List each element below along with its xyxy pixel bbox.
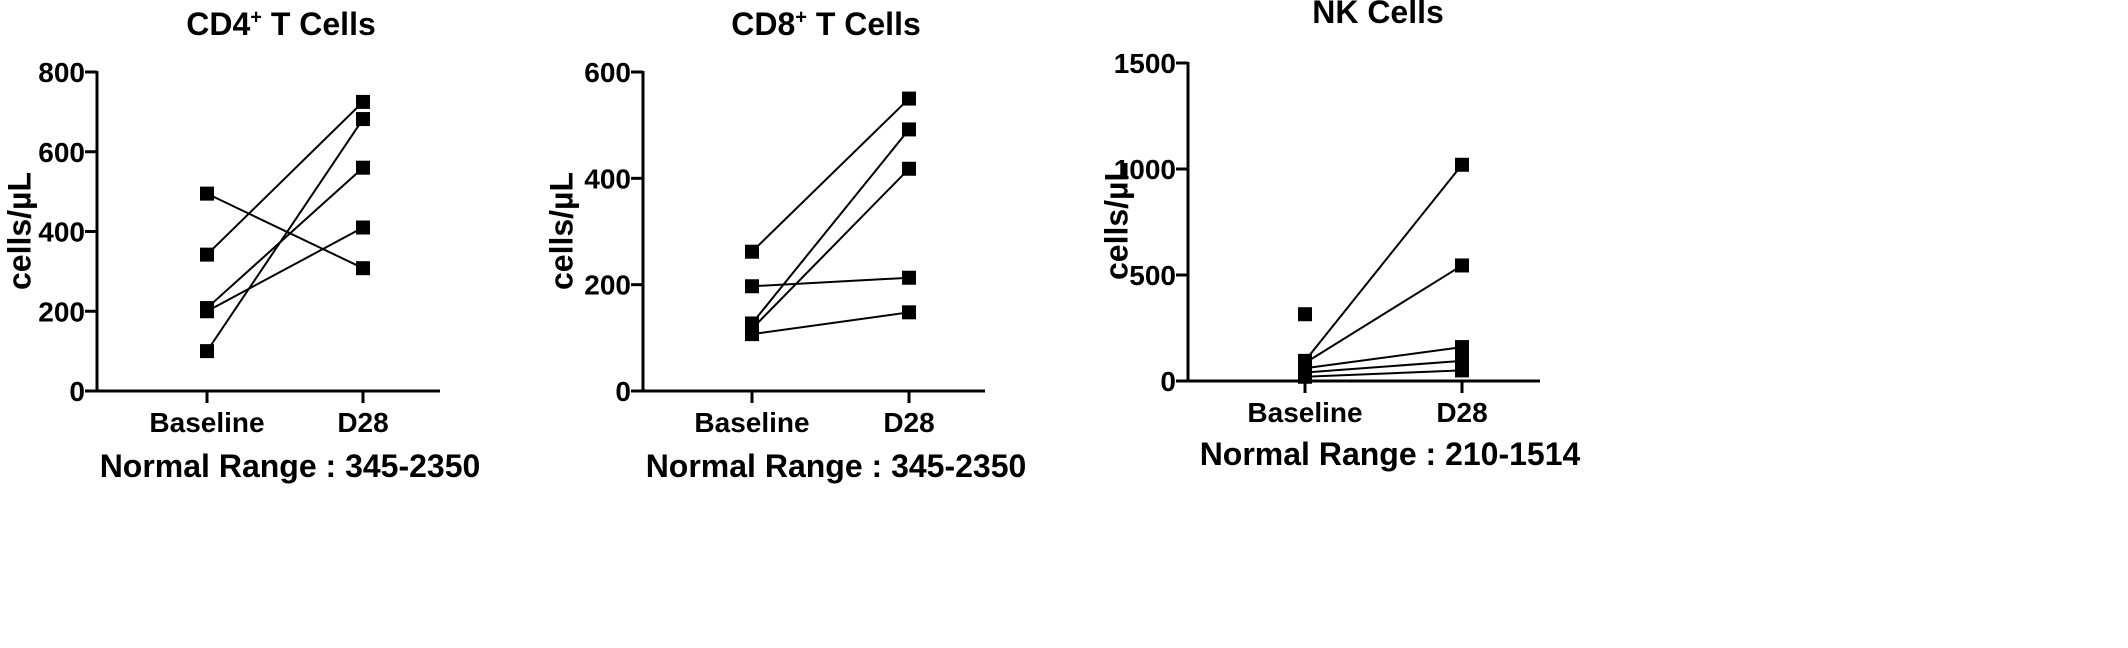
y-tick-label: 200 xyxy=(38,296,85,327)
data-point-d28 xyxy=(1455,258,1469,273)
y-tick-label: 0 xyxy=(69,376,85,407)
data-point-d28 xyxy=(356,220,370,235)
y-tick-label: 1500 xyxy=(1114,48,1176,79)
series-line xyxy=(751,168,910,330)
data-point-baseline xyxy=(745,279,759,294)
x-tick-label: D28 xyxy=(337,407,388,438)
data-point-d28 xyxy=(902,122,916,137)
series-line xyxy=(206,118,364,352)
chart-title-superscript: + xyxy=(795,6,807,29)
chart-title: CD8+ T Cells xyxy=(731,6,921,43)
data-point-d28 xyxy=(356,160,370,175)
x-tick-label: Baseline xyxy=(694,407,809,438)
chart-title-main: NK Cells xyxy=(1312,0,1444,30)
data-point-d28 xyxy=(356,94,370,109)
x-tick-label: D28 xyxy=(1436,397,1487,428)
data-point-d28 xyxy=(356,112,370,127)
y-tick-label: 500 xyxy=(1129,260,1176,291)
y-tick-label: 200 xyxy=(584,270,631,301)
data-point-d28 xyxy=(902,270,916,285)
data-point-d28 xyxy=(902,161,916,176)
series-line xyxy=(1304,369,1463,378)
y-tick-label: 600 xyxy=(38,137,85,168)
data-point-baseline xyxy=(200,186,214,201)
chart-title-main: CD4 xyxy=(186,6,251,42)
y-tick-label: 0 xyxy=(615,376,631,407)
normal-range-label: Normal Range : 210-1514 xyxy=(1199,436,1581,472)
series-line xyxy=(751,97,910,253)
data-point-baseline xyxy=(200,344,214,359)
data-point-baseline xyxy=(745,244,759,259)
series-line xyxy=(1304,359,1463,374)
data-point-baseline xyxy=(1298,369,1312,384)
chart-title-main: CD8 xyxy=(731,6,796,42)
data-point-d28 xyxy=(356,261,370,276)
series-line xyxy=(1304,346,1463,370)
chart-title: NK Cells xyxy=(1312,0,1444,31)
data-point-baseline xyxy=(200,247,214,262)
data-point-d28 xyxy=(1455,363,1469,378)
normal-range-label: Normal Range : 345-2350 xyxy=(645,448,1027,484)
series-line xyxy=(751,276,910,288)
x-tick-label: Baseline xyxy=(149,407,264,438)
y-tick-label: 800 xyxy=(38,57,85,88)
data-point-baseline xyxy=(200,304,214,319)
data-point-d28 xyxy=(1455,340,1469,355)
data-point-d28 xyxy=(902,91,916,106)
series-line xyxy=(1304,264,1463,364)
normal-range-label: Normal Range : 345-2350 xyxy=(99,448,481,484)
chart-title-rest: T Cells xyxy=(261,6,376,42)
series-line xyxy=(206,226,364,313)
y-tick-label: 1000 xyxy=(1114,154,1176,185)
y-tick-label: 600 xyxy=(584,57,631,88)
series-line xyxy=(206,192,364,270)
y-tick-label: 400 xyxy=(38,217,85,248)
data-point-baseline xyxy=(745,327,759,342)
chart-title-rest: T Cells xyxy=(806,6,921,42)
y-tick-label: 0 xyxy=(1160,366,1176,397)
data-point-baseline xyxy=(1298,307,1312,322)
series-line xyxy=(206,166,364,309)
series-line xyxy=(1304,164,1463,362)
x-tick-label: D28 xyxy=(883,407,934,438)
chart-title-superscript: + xyxy=(250,6,262,29)
x-tick-label: Baseline xyxy=(1247,397,1362,428)
data-point-d28 xyxy=(902,305,916,320)
y-tick-label: 400 xyxy=(584,163,631,194)
series-line xyxy=(206,101,364,256)
series-line xyxy=(751,128,910,325)
data-point-d28 xyxy=(1455,157,1469,172)
series-line xyxy=(751,311,910,336)
chart-title: CD4+ T Cells xyxy=(186,6,376,43)
